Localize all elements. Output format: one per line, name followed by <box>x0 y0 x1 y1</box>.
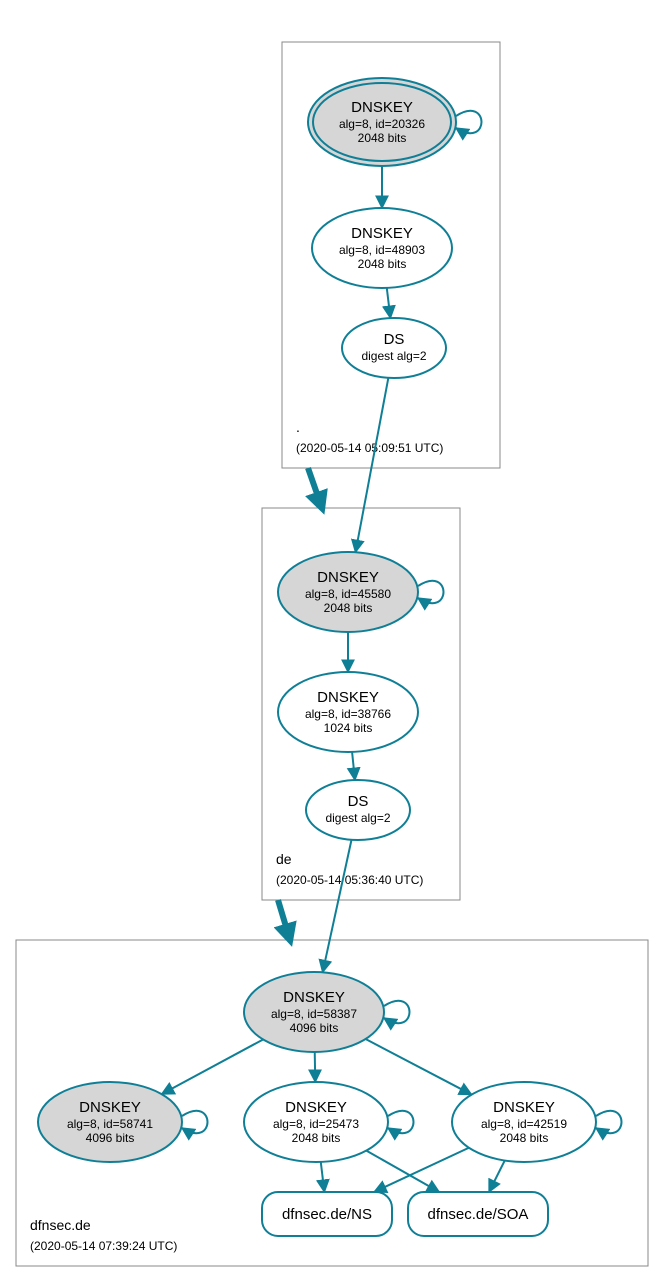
record-label: dfnsec.de/SOA <box>428 1206 529 1223</box>
edge <box>352 752 355 780</box>
zone-label: de <box>276 851 292 867</box>
node-n_df_k3: DNSKEYalg=8, id=425192048 bits <box>452 1082 622 1162</box>
zone-label: dfnsec.de <box>30 1217 91 1233</box>
node-line3: 2048 bits <box>500 1131 549 1145</box>
dnssec-diagram: . (2020-05-14 05:09:51 UTC) de (2020-05-14 … <box>0 0 661 1278</box>
node-n_df_ksk: DNSKEYalg=8, id=583874096 bits <box>244 972 410 1052</box>
edge <box>387 288 391 318</box>
zone-timestamp: (2020-05-14 05:09:51 UTC) <box>296 441 443 455</box>
node-n_de_ksk: DNSKEYalg=8, id=455802048 bits <box>278 552 444 632</box>
node-line3: 2048 bits <box>292 1131 341 1145</box>
node-title: DNSKEY <box>317 569 379 586</box>
edge <box>366 1151 439 1192</box>
node-n_root_ds: DSdigest alg=2 <box>342 318 446 378</box>
node-title: DS <box>384 331 405 348</box>
zone-label: . <box>296 419 300 435</box>
node-line3: 2048 bits <box>358 257 407 271</box>
edge <box>321 1162 325 1192</box>
node-title: DNSKEY <box>285 1099 347 1116</box>
self-loop <box>384 1001 410 1023</box>
zone-delegation-arrow <box>308 468 322 508</box>
node-line2: alg=8, id=25473 <box>273 1117 359 1131</box>
node-title: DNSKEY <box>283 989 345 1006</box>
edge <box>489 1161 505 1192</box>
edge <box>355 378 388 552</box>
node-title: DNSKEY <box>351 99 413 116</box>
node-title: DNSKEY <box>79 1099 141 1116</box>
self-loop <box>388 1111 414 1133</box>
zone-timestamp: (2020-05-14 07:39:24 UTC) <box>30 1239 177 1253</box>
node-line2: alg=8, id=38766 <box>305 707 391 721</box>
node-line3: 4096 bits <box>290 1021 339 1035</box>
node-line2: digest alg=2 <box>361 349 426 363</box>
node-n_df_k2: DNSKEYalg=8, id=254732048 bits <box>244 1082 414 1162</box>
node-title: DNSKEY <box>317 689 379 706</box>
node-n_root_ksk: DNSKEYalg=8, id=203262048 bits <box>308 78 482 166</box>
node-line2: alg=8, id=58741 <box>67 1117 153 1131</box>
edge <box>323 840 352 973</box>
node-line3: 4096 bits <box>86 1131 135 1145</box>
node-title: DS <box>348 793 369 810</box>
node-line2: alg=8, id=58387 <box>271 1007 357 1021</box>
node-line3: 2048 bits <box>358 131 407 145</box>
node-n_root_zsk: DNSKEYalg=8, id=489032048 bits <box>312 208 452 288</box>
node-line2: digest alg=2 <box>325 811 390 825</box>
node-line2: alg=8, id=48903 <box>339 243 425 257</box>
node-n_de_zsk: DNSKEYalg=8, id=387661024 bits <box>278 672 418 752</box>
node-title: DNSKEY <box>351 225 413 242</box>
node-line2: alg=8, id=45580 <box>305 587 391 601</box>
edge <box>374 1148 469 1192</box>
record-r_soa: dfnsec.de/SOA <box>408 1192 548 1236</box>
edge <box>162 1039 263 1094</box>
edge <box>315 1052 316 1082</box>
record-r_ns: dfnsec.de/NS <box>262 1192 392 1236</box>
record-label: dfnsec.de/NS <box>282 1206 372 1223</box>
self-loop <box>418 581 444 603</box>
node-line3: 1024 bits <box>324 721 373 735</box>
node-line2: alg=8, id=20326 <box>339 117 425 131</box>
node-n_de_ds: DSdigest alg=2 <box>306 780 410 840</box>
self-loop <box>182 1111 208 1133</box>
node-line2: alg=8, id=42519 <box>481 1117 567 1131</box>
node-n_df_k1: DNSKEYalg=8, id=587414096 bits <box>38 1082 208 1162</box>
zone-delegation-arrow <box>278 900 290 940</box>
node-title: DNSKEY <box>493 1099 555 1116</box>
edge <box>366 1039 472 1095</box>
self-loop <box>596 1111 622 1133</box>
self-loop <box>456 111 482 133</box>
node-line3: 2048 bits <box>324 601 373 615</box>
zone-timestamp: (2020-05-14 05:36:40 UTC) <box>276 873 423 887</box>
